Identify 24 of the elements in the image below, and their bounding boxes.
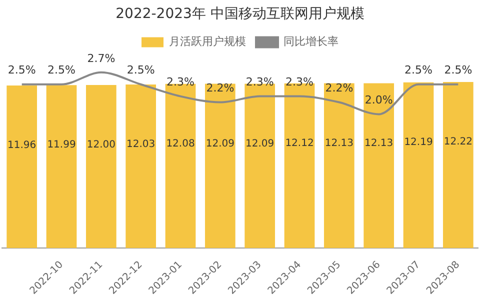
data-label: 11.96 [8, 140, 36, 152]
data-label: 2.7% [87, 52, 116, 65]
data-label: 12.09 [246, 138, 274, 150]
data-label: 2.5% [404, 64, 432, 77]
data-label: 2.5% [48, 64, 76, 77]
data-label: 11.99 [47, 140, 76, 151]
data-label: 12.08 [166, 138, 195, 150]
data-label: 12.09 [206, 138, 234, 150]
data-label: 2.5% [126, 64, 155, 77]
data-label: 2.5% [444, 64, 472, 77]
legend-label: 月活跃用户规模 [169, 35, 246, 48]
data-label: 12.19 [404, 136, 433, 148]
legend-label: 同比增长率 [284, 35, 338, 48]
chart-title: 2022-2023年 中国移动互联网用户规模 [116, 6, 364, 22]
data-label: 12.12 [285, 138, 314, 149]
data-label: 2.5% [8, 64, 36, 77]
data-label: 2.0% [364, 94, 393, 107]
data-label: 12.03 [126, 139, 156, 150]
data-label: 12.22 [444, 136, 472, 148]
data-label: 12.00 [86, 140, 116, 151]
data-label: 12.13 [364, 138, 394, 149]
data-label: 2.2% [206, 82, 234, 95]
data-label: 12.13 [324, 138, 354, 149]
data-label: 2.2% [325, 82, 354, 95]
